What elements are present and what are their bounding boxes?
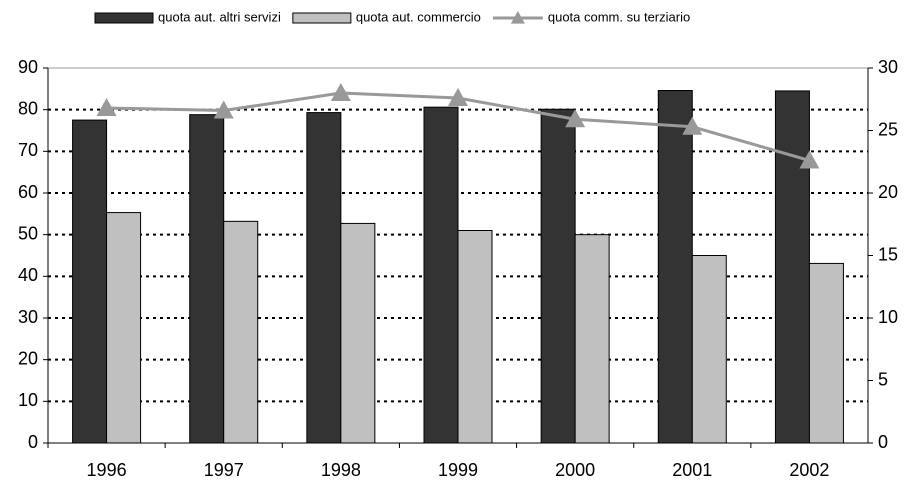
- y2-tick-label: 15: [878, 244, 898, 264]
- line-marker: [448, 88, 468, 106]
- y2-tick-label: 10: [878, 307, 898, 327]
- x-tick-label: 1999: [438, 460, 478, 480]
- bar: [691, 255, 727, 444]
- bar: [223, 220, 259, 444]
- y2-tick-label: 25: [878, 119, 898, 139]
- bar: [574, 234, 610, 444]
- bar: [774, 90, 810, 444]
- x-tick-label: 1996: [87, 460, 127, 480]
- bar: [306, 112, 342, 444]
- bar: [72, 119, 108, 444]
- bar: [540, 108, 576, 444]
- x-tick-label: 1998: [321, 460, 361, 480]
- legend-swatch: [292, 12, 352, 24]
- x-tick-label: 2001: [672, 460, 712, 480]
- y-tick-label: 40: [18, 265, 38, 285]
- y-tick-label: 30: [18, 307, 38, 327]
- y-tick-label: 60: [18, 182, 38, 202]
- x-tick-label: 2000: [555, 460, 595, 480]
- y-tick-label: 90: [18, 57, 38, 77]
- x-tick-label: 1997: [204, 460, 244, 480]
- legend-label: quota aut. altri servizi: [158, 9, 281, 24]
- line-marker: [96, 98, 117, 116]
- y-tick-label: 80: [18, 98, 38, 118]
- legend-label: quota comm. su terziario: [548, 9, 690, 24]
- bar: [340, 222, 376, 444]
- y2-tick-label: 20: [878, 182, 898, 202]
- line-marker: [213, 100, 234, 119]
- legend-swatch: [94, 12, 154, 24]
- line-marker: [330, 83, 351, 101]
- bar: [457, 230, 493, 444]
- bar: [106, 212, 142, 444]
- bar: [423, 106, 459, 444]
- y2-tick-label: 0: [878, 432, 888, 452]
- bar: [657, 90, 693, 444]
- y-tick-label: 50: [18, 223, 38, 243]
- y-tick-label: 70: [18, 140, 38, 160]
- y-tick-label: 20: [18, 348, 38, 368]
- legend-label: quota aut. commercio: [356, 9, 481, 24]
- bar: [808, 262, 844, 444]
- line-marker: [799, 150, 820, 169]
- legend-swatch: [510, 11, 525, 24]
- y-tick-label: 0: [28, 432, 38, 452]
- bar: [189, 114, 225, 444]
- y-tick-label: 10: [18, 390, 38, 410]
- y2-tick-label: 30: [878, 57, 898, 77]
- line-marker: [565, 109, 586, 128]
- x-tick-label: 2002: [789, 460, 829, 480]
- line-marker: [682, 116, 703, 135]
- y2-tick-label: 5: [878, 369, 888, 389]
